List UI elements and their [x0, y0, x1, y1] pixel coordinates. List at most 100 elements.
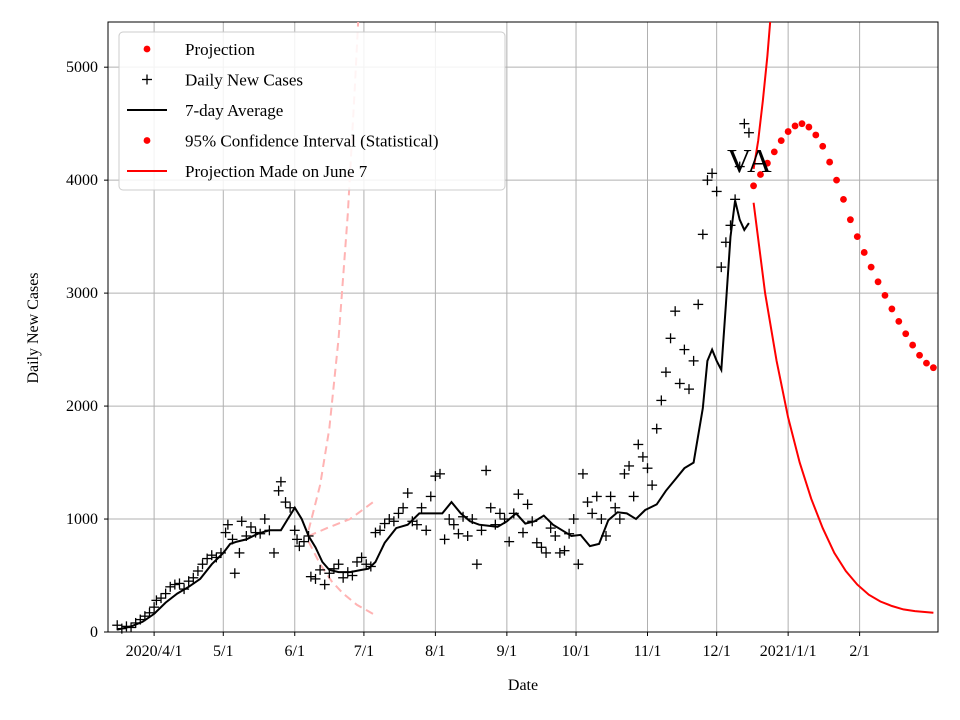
- projection-point: [763, 159, 771, 167]
- daily-case-point: [591, 491, 602, 502]
- daily-case-point: [255, 528, 266, 539]
- daily-case-point: [269, 547, 279, 558]
- daily-case-point: [241, 530, 252, 541]
- daily-case-point: [245, 521, 256, 532]
- projection-point: [874, 278, 882, 286]
- y-axis-ticks: 0 1000 2000 3000 4000 5000: [66, 59, 108, 641]
- y-tick-label: 4000: [66, 172, 98, 189]
- daily-case-point: [292, 534, 303, 545]
- daily-case-point: [222, 519, 233, 530]
- daily-case-point: [305, 571, 316, 582]
- daily-case-point: [702, 175, 713, 186]
- projection-point: [770, 148, 778, 156]
- daily-case-point: [619, 468, 630, 479]
- daily-case-point: [476, 525, 487, 536]
- daily-case-point: [439, 534, 450, 545]
- projection-point: [923, 359, 930, 367]
- daily-case-point: [458, 511, 469, 522]
- x-tick-label: 11/1: [634, 643, 662, 660]
- daily-case-point: [448, 519, 459, 530]
- daily-case-point: [197, 559, 208, 570]
- y-axis-label: Daily New Cases: [25, 272, 42, 383]
- projection-point: [833, 176, 840, 184]
- projection-point: [881, 291, 889, 299]
- daily-case-point: [679, 344, 690, 355]
- daily-case-point: [227, 534, 238, 545]
- daily-case-point: [716, 262, 727, 273]
- daily-case-point: [250, 527, 261, 538]
- daily-case-point: [637, 451, 648, 462]
- daily-case-point: [730, 194, 741, 205]
- projection-point: [805, 123, 813, 131]
- daily-case-point: [303, 530, 314, 541]
- daily-case-point: [734, 161, 745, 172]
- daily-case-point: [338, 572, 349, 583]
- x-tick-label: 2021/1/1: [760, 643, 817, 660]
- daily-case-point: [481, 465, 492, 476]
- x-tick-label: 8/1: [425, 643, 445, 660]
- x-tick-label: 9/1: [497, 643, 517, 660]
- daily-case-point: [121, 621, 132, 632]
- daily-case-point: [352, 556, 362, 567]
- daily-case-point: [398, 502, 409, 513]
- projection-point: [791, 122, 799, 130]
- daily-case-point: [259, 514, 270, 525]
- daily-case-point: [453, 528, 464, 539]
- daily-case-point: [144, 607, 155, 618]
- x-tick-label: 12/1: [702, 643, 730, 660]
- daily-case-point: [425, 491, 436, 502]
- daily-case-point: [211, 552, 222, 563]
- x-axis-ticks: 2020/4/1 5/1 6/1 7/1 8/1 9/1 10/1 11/1 12/1 2021/…: [126, 632, 870, 660]
- daily-case-point: [462, 530, 473, 541]
- legend-dot-marker: [143, 137, 151, 144]
- x-tick-label: 6/1: [285, 643, 305, 660]
- daily-case-point: [647, 480, 658, 491]
- daily-case-point: [651, 423, 662, 434]
- daily-case-point: [499, 514, 510, 525]
- daily-case-point: [365, 561, 376, 572]
- projection-point: [846, 216, 854, 224]
- daily-case-point: [192, 566, 203, 576]
- daily-case-point: [179, 584, 190, 595]
- daily-case-point: [559, 545, 570, 556]
- daily-case-point: [370, 527, 381, 538]
- daily-case-point: [513, 489, 524, 500]
- legend-dot-marker: [143, 45, 151, 53]
- daily-case-point: [126, 622, 137, 633]
- daily-case-point: [289, 525, 300, 536]
- daily-case-point: [356, 552, 367, 563]
- daily-case-point: [324, 568, 335, 579]
- projection-point: [812, 131, 820, 139]
- projection-point: [819, 142, 827, 150]
- daily-case-point: [421, 525, 432, 536]
- x-tick-label: 7/1: [354, 643, 374, 660]
- projection-point: [853, 233, 861, 241]
- projection-point: [867, 263, 875, 271]
- daily-case-point: [388, 516, 399, 527]
- daily-case-point: [234, 547, 245, 558]
- daily-case-point: [504, 536, 515, 547]
- daily-case-point: [494, 508, 505, 519]
- daily-case-point: [275, 476, 286, 487]
- daily-case-point: [711, 186, 722, 197]
- x-tick-label: 2020/4/1: [126, 643, 183, 660]
- daily-case-point: [527, 516, 538, 527]
- daily-case-point: [471, 559, 482, 570]
- daily-case-point: [601, 530, 611, 541]
- daily-case-point: [444, 514, 455, 525]
- daily-case-point: [628, 491, 639, 502]
- daily-case-point: [554, 547, 565, 558]
- legend-label: Projection Made on June 7: [185, 162, 368, 181]
- legend-item: Projection: [143, 40, 255, 59]
- daily-case-point: [587, 508, 598, 519]
- projection-point: [784, 128, 792, 135]
- daily-case-point: [411, 519, 422, 530]
- daily-case-point: [605, 491, 616, 502]
- projection-point: [888, 305, 896, 313]
- daily-case-point: [573, 559, 584, 570]
- series-line: [116, 200, 750, 631]
- projection-point: [929, 364, 937, 372]
- y-tick-label: 1000: [66, 511, 98, 528]
- projection-point: [909, 341, 917, 349]
- daily-case-point: [720, 237, 731, 248]
